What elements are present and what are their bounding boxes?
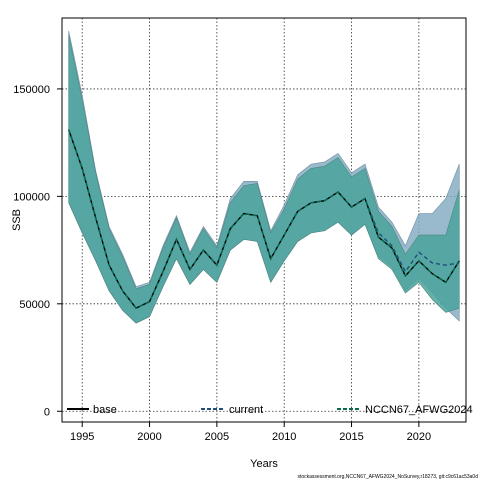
x-tick-label: 1995 [70,431,94,443]
y-axis-title: SSB [11,209,23,231]
x-axis-title: Years [250,458,278,470]
y-tick-label: 100000 [13,191,50,203]
band-nccn67 [68,35,460,324]
legend-label: base [93,404,117,416]
line-current [68,129,460,309]
footnote: stockassessment.org,NCCN67_AFWG2024_NoSu… [297,474,478,480]
line-base [68,129,460,309]
x-tick-label: 2010 [272,431,296,443]
band-base [68,35,460,324]
legend-label: NCCN67_AFWG2024 [365,404,473,416]
confidence-bands [68,30,460,324]
y-tick-label: 150000 [13,84,50,96]
x-tick-label: 2000 [137,431,161,443]
y-tick-label: 0 [44,406,50,418]
legend-label: current [229,404,263,416]
y-tick-label: 50000 [19,299,50,311]
x-tick-label: 2005 [205,431,229,443]
grid-lines [62,18,466,422]
plot-frame [61,17,467,423]
series-lines [68,129,460,309]
x-tick-label: 2020 [407,431,431,443]
x-tick-label: 2015 [339,431,363,443]
axes: 1995 2000 2005 2010 2015 2020 0 50000 100000 1500… [13,84,431,443]
legend: base current NCCN67_AFWG2024 [67,404,473,416]
